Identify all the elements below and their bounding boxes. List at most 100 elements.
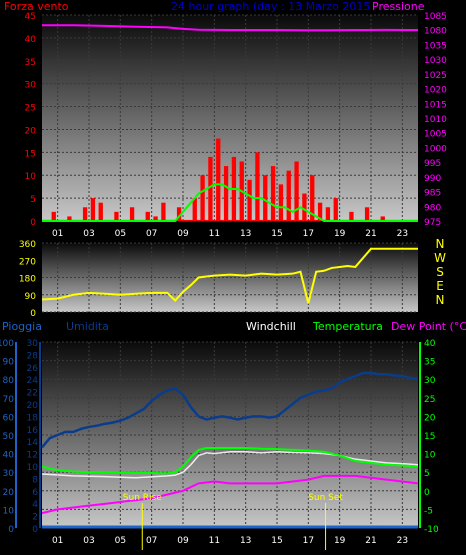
pressure-y-tick-label: 1020 <box>424 86 447 96</box>
pressure-y-tick-label: 1035 <box>424 41 447 51</box>
humidity-y-tick-label: 2 <box>32 513 38 523</box>
wind-bar <box>82 207 88 221</box>
pressure-line <box>42 24 419 32</box>
wind-y-tick-label: 20 <box>25 126 37 136</box>
wind-bar <box>114 211 119 221</box>
sunrise-label: Sun Rise <box>123 493 162 503</box>
humidity-y-tick-label: 18 <box>27 413 39 423</box>
wind-bar <box>184 221 190 222</box>
wind-bar <box>145 211 150 221</box>
wind-bar <box>286 170 291 221</box>
temperature-y-ticks: -10-505101520253035400102030405060708090… <box>0 339 439 535</box>
temperature-line <box>41 447 419 475</box>
wind-bar <box>380 216 385 221</box>
wind-plot-area <box>42 15 418 221</box>
temperature-y-tick-label: -5 <box>424 506 433 516</box>
humidity-y-tick-label: 6 <box>32 488 38 498</box>
pressure-y-tick-label: 980 <box>424 203 441 213</box>
direction-y-tick-label: 0 <box>30 309 36 319</box>
wind-bar <box>255 152 260 221</box>
direction-y-tick-label: 90 <box>25 292 37 302</box>
sunset-label: Sun Set <box>308 493 343 503</box>
humidity-line <box>41 371 419 449</box>
gust-line <box>42 183 418 222</box>
pressure-y-tick-label: 1005 <box>424 130 447 140</box>
wind-bar <box>192 198 197 221</box>
wind-bar <box>98 202 103 221</box>
rain-axis-label: Pioggia <box>2 320 42 333</box>
humidity-y-tick-label: 14 <box>27 438 39 448</box>
pressure-y-tick-label: 1085 <box>424 12 447 22</box>
temperature-hour-label: 15 <box>271 536 282 546</box>
wind-bar <box>270 166 276 221</box>
pressure-y-tick-label: 1025 <box>424 71 447 81</box>
wind-bar <box>333 198 338 221</box>
wind-bar <box>302 193 307 221</box>
wind-y-tick-label: 45 <box>25 12 36 22</box>
temperature-hour-label: 09 <box>177 536 189 546</box>
wind-bar <box>247 179 252 221</box>
wind-y-tick-label: 30 <box>25 81 37 91</box>
wind-bar <box>349 211 354 221</box>
humidity-y-tick-label: 4 <box>32 500 38 510</box>
humidity-y-tick-label: 0 <box>32 525 38 535</box>
pressure-y-tick-label: 985 <box>424 189 441 199</box>
wind-axis-label: Forza vento <box>4 0 69 13</box>
wind-hour-label: 17 <box>303 229 314 239</box>
temperature-y-tick-label: 35 <box>424 358 435 368</box>
rain-y-tick-label: 50 <box>3 432 15 442</box>
wind-bar <box>176 207 182 221</box>
wind-hour-label: 15 <box>271 229 282 239</box>
wind-bar <box>325 207 331 221</box>
temperature-y-tick-label: 5 <box>424 469 430 479</box>
humidity-y-tick-label: 22 <box>27 389 38 399</box>
temperature-hour-label: 13 <box>240 536 251 546</box>
temperature-series <box>41 371 419 529</box>
humidity-y-tick-label: 16 <box>27 426 39 436</box>
pressure-y-tick-label: 975 <box>424 218 441 228</box>
sun-markers: Sun Rise Sun Set <box>123 493 343 550</box>
wind-hour-ticks: 01 03 05 07 09 11 13 15 17 19 21 23 <box>52 229 408 239</box>
wind-pressure-panel: Forza vento 24 hour graph (day : 13 Marz… <box>4 0 447 239</box>
wind-hour-label: 07 <box>146 229 157 239</box>
temperature-y-tick-label: 15 <box>424 432 435 442</box>
wind-bar <box>278 184 284 221</box>
wind-bar <box>153 216 158 221</box>
compass-label: N <box>436 293 445 307</box>
wind-bar <box>208 156 213 221</box>
rain-y-tick-label: 40 <box>3 451 15 461</box>
rain-y-tick-label: 100 <box>0 339 14 349</box>
humidity-y-tick-label: 8 <box>32 475 38 485</box>
wind-bar <box>67 216 72 221</box>
humidity-y-tick-label: 12 <box>27 451 38 461</box>
wind-hour-label: 11 <box>209 229 220 239</box>
wind-bar <box>294 161 299 221</box>
temperature-hour-label: 17 <box>303 536 314 546</box>
pressure-y-tick-label: 1000 <box>424 144 447 154</box>
temperature-panel: Pioggia Umidita Windchill Temperatura De… <box>0 320 466 550</box>
temperature-y-tick-label: 25 <box>424 395 435 405</box>
wind-hour-label: 23 <box>397 229 408 239</box>
temperature-label: Temperatura <box>312 320 383 333</box>
humidity-y-tick-label: 30 <box>27 339 39 349</box>
humidity-y-tick-label: 10 <box>27 463 39 473</box>
pressure-y-tick-label: 1030 <box>424 56 447 66</box>
wind-bar <box>364 207 370 221</box>
compass-label: S <box>436 265 444 279</box>
temperature-y-tick-label: 30 <box>424 376 436 386</box>
dewpoint-label: Dew Point (°C) <box>391 320 466 333</box>
wind-bar <box>216 138 221 221</box>
humidity-y-tick-label: 26 <box>27 364 39 374</box>
temperature-hour-label: 19 <box>334 536 346 546</box>
rain-y-tick-label: 30 <box>3 469 15 479</box>
wind-bar <box>51 211 56 221</box>
wind-y-tick-label: 40 <box>25 35 37 45</box>
compass-label: W <box>434 251 446 265</box>
wind-hour-label: 09 <box>177 229 189 239</box>
windchill-label: Windchill <box>246 320 296 333</box>
pressure-y-tick-label: 990 <box>424 174 441 184</box>
humidity-axis-label: Umidita <box>66 320 109 333</box>
temperature-y-tick-label: -10 <box>424 525 439 535</box>
